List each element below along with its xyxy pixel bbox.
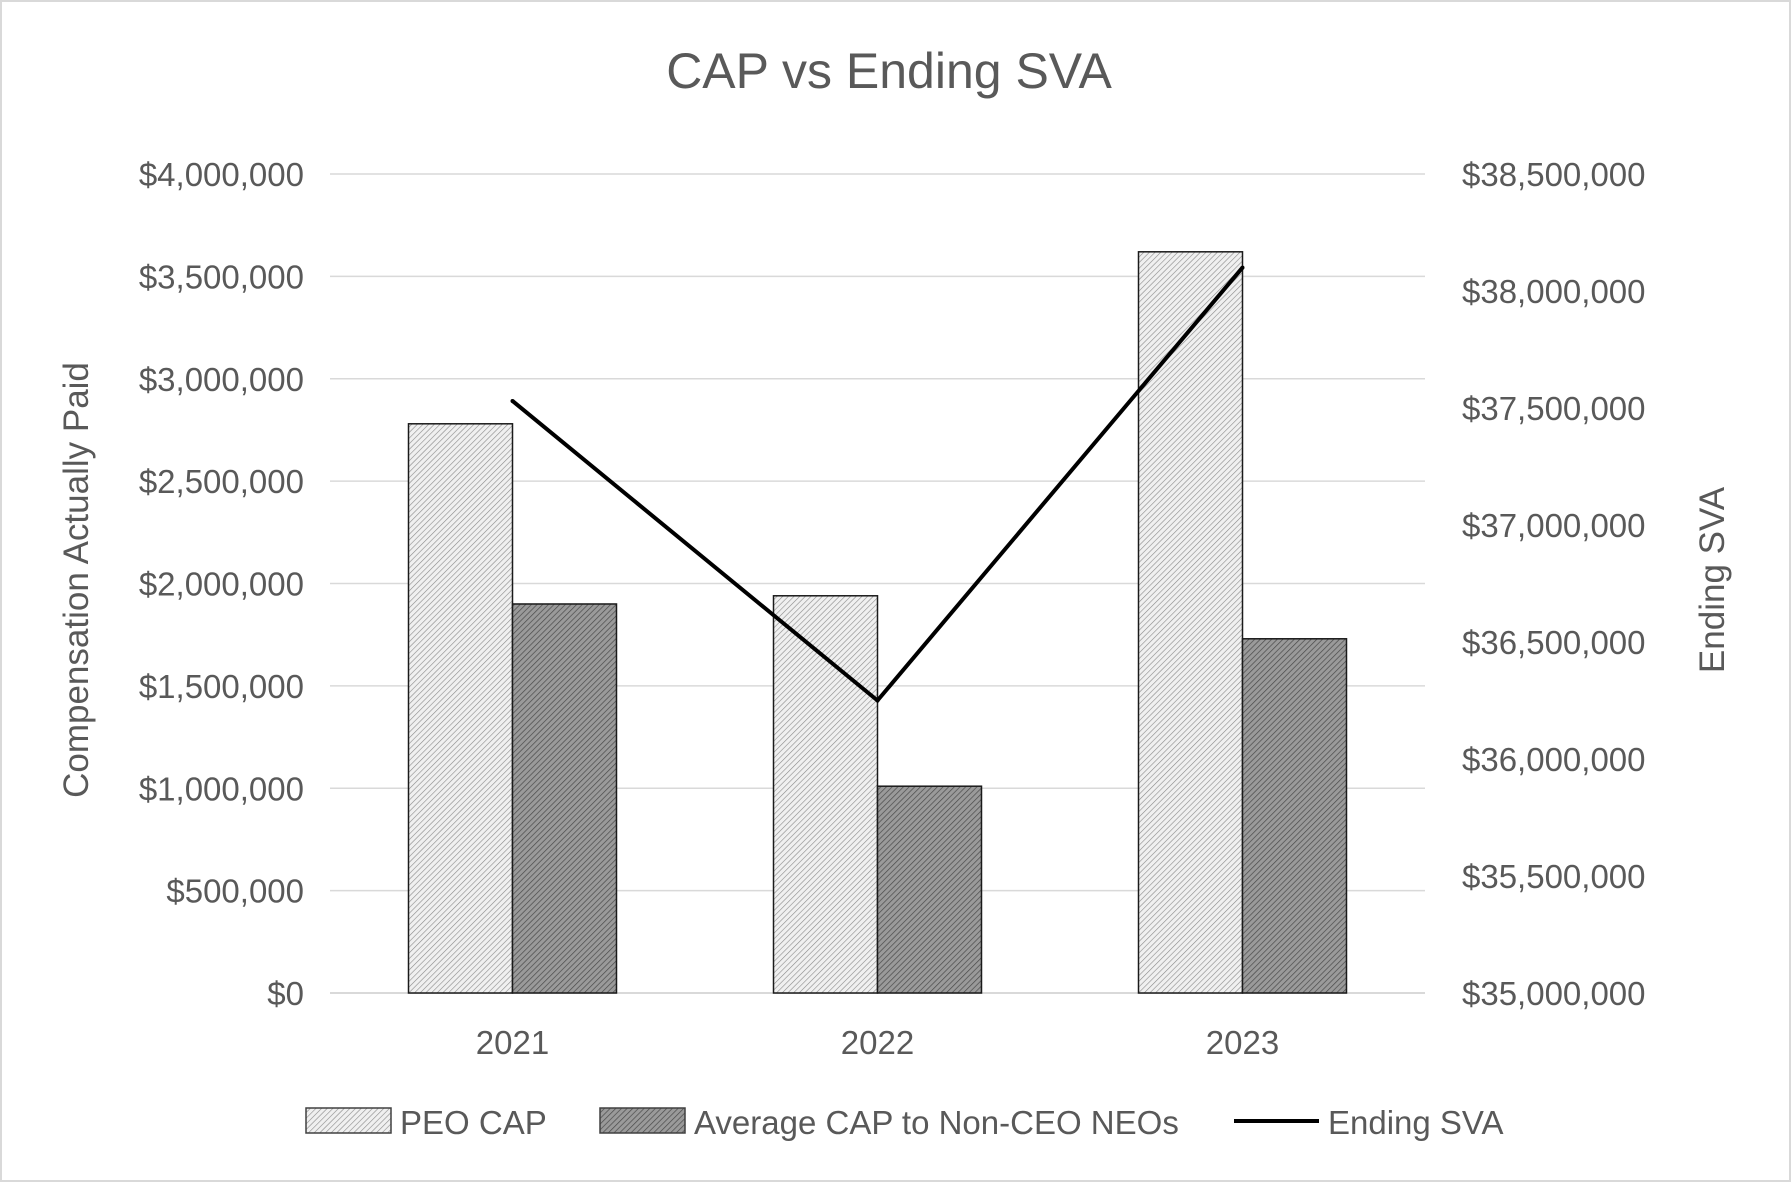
right-axis-ticks: $35,000,000 $35,500,000 $36,000,000 $36,500… bbox=[1462, 156, 1646, 1012]
right-tick-label: $35,500,000 bbox=[1462, 858, 1646, 895]
right-tick-label: $38,500,000 bbox=[1462, 156, 1646, 193]
point-ending-sva-2022[interactable] bbox=[875, 698, 880, 703]
bar-average-cap-to-non-ceo-neos-2021[interactable] bbox=[511, 603, 618, 994]
legend-swatch-peo-cap bbox=[305, 1107, 392, 1134]
bar-peo-cap-2023[interactable] bbox=[1137, 251, 1244, 994]
left-tick-label: $1,500,000 bbox=[139, 668, 304, 705]
point-ending-sva-2023[interactable] bbox=[1240, 265, 1245, 270]
line-series bbox=[510, 265, 1245, 704]
legend: PEO CAP Average CAP to Non-CEO NEOs Endi… bbox=[305, 1104, 1504, 1141]
right-tick-label: $38,000,000 bbox=[1462, 273, 1646, 310]
right-axis-title: Ending SVA bbox=[1693, 486, 1732, 673]
left-tick-label: $1,000,000 bbox=[139, 770, 304, 807]
bar-average-cap-to-non-ceo-neos-2023[interactable] bbox=[1241, 638, 1348, 994]
left-tick-label: $500,000 bbox=[166, 873, 304, 910]
bar-average-cap-to-non-ceo-neos-2022[interactable] bbox=[876, 785, 983, 994]
left-tick-label: $4,000,000 bbox=[139, 156, 304, 193]
chart-title: CAP vs Ending SVA bbox=[666, 43, 1112, 99]
left-tick-label: $2,500,000 bbox=[139, 463, 304, 500]
x-axis-ticks: 2021 2022 2023 bbox=[476, 1024, 1279, 1061]
left-tick-label: $2,000,000 bbox=[139, 566, 304, 603]
legend-item-average-cap[interactable]: Average CAP to Non-CEO NEOs bbox=[599, 1104, 1179, 1141]
x-tick-label: 2023 bbox=[1206, 1024, 1279, 1061]
left-tick-label: $0 bbox=[267, 975, 304, 1012]
right-tick-label: $35,000,000 bbox=[1462, 975, 1646, 1012]
left-tick-label: $3,000,000 bbox=[139, 361, 304, 398]
bars bbox=[407, 251, 1348, 994]
legend-item-peo-cap[interactable]: PEO CAP bbox=[305, 1104, 547, 1141]
point-ending-sva-2021[interactable] bbox=[510, 398, 515, 403]
x-tick-label: 2021 bbox=[476, 1024, 549, 1061]
x-tick-label: 2022 bbox=[841, 1024, 914, 1061]
legend-label-peo-cap: PEO CAP bbox=[400, 1104, 547, 1141]
legend-swatch-average-cap bbox=[599, 1107, 686, 1134]
legend-label-average-cap: Average CAP to Non-CEO NEOs bbox=[694, 1104, 1179, 1141]
right-tick-label: $37,000,000 bbox=[1462, 507, 1646, 544]
right-tick-label: $36,500,000 bbox=[1462, 624, 1646, 661]
legend-item-ending-sva[interactable]: Ending SVA bbox=[1234, 1104, 1504, 1141]
right-tick-label: $36,000,000 bbox=[1462, 741, 1646, 778]
left-tick-label: $3,500,000 bbox=[139, 258, 304, 295]
left-axis-title: Compensation Actually Paid bbox=[57, 362, 96, 798]
bar-peo-cap-2021[interactable] bbox=[407, 423, 514, 994]
legend-label-ending-sva: Ending SVA bbox=[1328, 1104, 1504, 1141]
left-axis-ticks: $0 $500,000 $1,000,000 $1,500,000 $2,000,000… bbox=[139, 156, 304, 1012]
right-tick-label: $37,500,000 bbox=[1462, 390, 1646, 427]
